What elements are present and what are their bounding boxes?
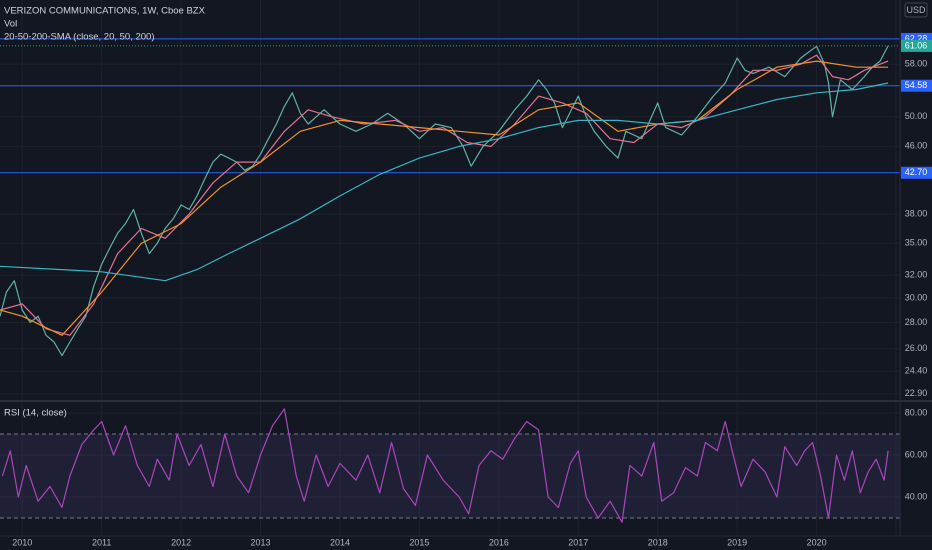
x-tick-label: 2018 xyxy=(648,537,668,547)
x-tick-label: 2016 xyxy=(489,537,509,547)
level-price-label: 42.70 xyxy=(905,167,928,177)
indicator-label: 20-50-200-SMA (close, 20, 50, 200) xyxy=(4,32,155,43)
level-price-box xyxy=(901,166,932,179)
y-tick-label: 46.00 xyxy=(905,141,928,151)
series-line xyxy=(0,82,889,282)
x-tick-label: 2015 xyxy=(409,537,429,547)
chart-title: VERIZON COMMUNICATIONS, 1W, Cboe BZX xyxy=(4,6,206,17)
x-tick-label: 2017 xyxy=(568,537,588,547)
y-tick-label: 50.00 xyxy=(905,111,928,121)
labels: 22.90 24.40 26.00 28.00 30.00 32.00 35.00 38.00… xyxy=(12,32,932,547)
y-tick-label: 26.00 xyxy=(905,343,928,353)
x-tick-label: 2019 xyxy=(727,537,747,547)
plot xyxy=(0,38,900,523)
series-line xyxy=(0,60,889,336)
y-tick-label: 28.00 xyxy=(905,317,928,327)
y-tick-label: 35.00 xyxy=(905,238,928,248)
currency-box[interactable] xyxy=(904,2,928,18)
level-price-label: 54.58 xyxy=(905,80,928,90)
y-tick-label: 60.00 xyxy=(905,449,928,459)
series-line xyxy=(1,408,889,523)
y-tick-label: 38.00 xyxy=(905,209,928,219)
last-price-label: 61.06 xyxy=(905,40,928,50)
indicator-label: RSI (14, close) xyxy=(4,408,67,419)
rsi-band xyxy=(0,434,900,519)
y-tick-label: 24.40 xyxy=(905,366,928,376)
x-tick-label: 2011 xyxy=(92,537,111,547)
y-tick-label: 32.00 xyxy=(905,269,928,279)
level-price-box xyxy=(901,79,932,92)
x-tick-label: 2014 xyxy=(330,537,350,547)
y-tick-label: 80.00 xyxy=(905,407,928,417)
indicator-label: Vol xyxy=(4,19,17,30)
x-tick-label: 2010 xyxy=(12,537,32,547)
y-tick-label: 40.00 xyxy=(905,491,928,501)
level-price-label: 62.28 xyxy=(905,33,928,43)
last-price-box xyxy=(901,39,932,52)
x-tick-label: 2013 xyxy=(251,537,271,547)
y-tick-label: 30.00 xyxy=(905,292,928,302)
y-tick-label: 22.90 xyxy=(905,388,928,398)
series-line xyxy=(0,54,889,336)
currency[interactable]: USD xyxy=(906,5,926,15)
x-tick-label: 2012 xyxy=(171,537,191,547)
x-tick-label: 2020 xyxy=(807,537,827,547)
y-tick-label: 58.00 xyxy=(905,59,928,69)
series-line xyxy=(0,45,889,357)
